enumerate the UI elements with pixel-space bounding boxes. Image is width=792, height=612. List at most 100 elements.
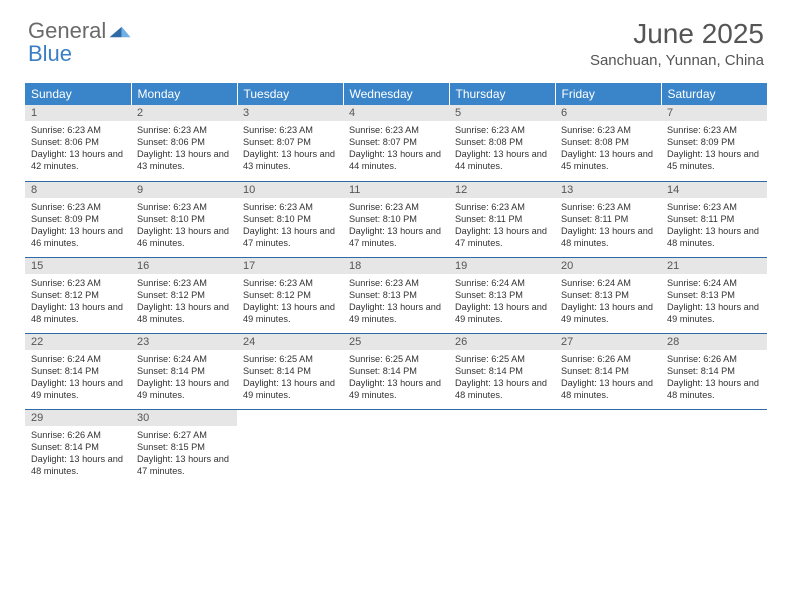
calendar-empty-cell [449, 409, 555, 485]
sunset-line: Sunset: 8:14 PM [137, 365, 231, 377]
sunset-line: Sunset: 8:12 PM [137, 289, 231, 301]
day-number: 13 [555, 182, 661, 198]
daylight-line: Daylight: 13 hours and 46 minutes. [137, 225, 231, 249]
sunset-line: Sunset: 8:06 PM [137, 136, 231, 148]
day-details: Sunrise: 6:23 AMSunset: 8:12 PMDaylight:… [237, 274, 343, 331]
day-details: Sunrise: 6:24 AMSunset: 8:14 PMDaylight:… [131, 350, 237, 407]
day-details: Sunrise: 6:23 AMSunset: 8:06 PMDaylight:… [131, 121, 237, 178]
daylight-line: Daylight: 13 hours and 48 minutes. [561, 377, 655, 401]
sunrise-line: Sunrise: 6:23 AM [137, 277, 231, 289]
calendar-cell: 10Sunrise: 6:23 AMSunset: 8:10 PMDayligh… [237, 181, 343, 257]
day-details: Sunrise: 6:23 AMSunset: 8:10 PMDaylight:… [237, 198, 343, 255]
calendar-cell: 2Sunrise: 6:23 AMSunset: 8:06 PMDaylight… [131, 105, 237, 181]
day-details: Sunrise: 6:23 AMSunset: 8:08 PMDaylight:… [555, 121, 661, 178]
daylight-line: Daylight: 13 hours and 44 minutes. [455, 148, 549, 172]
day-details: Sunrise: 6:23 AMSunset: 8:08 PMDaylight:… [449, 121, 555, 178]
brand-word-1: General [28, 18, 106, 43]
sunrise-line: Sunrise: 6:25 AM [349, 353, 443, 365]
daylight-line: Daylight: 13 hours and 46 minutes. [31, 225, 125, 249]
calendar-cell: 3Sunrise: 6:23 AMSunset: 8:07 PMDaylight… [237, 105, 343, 181]
sunrise-line: Sunrise: 6:24 AM [137, 353, 231, 365]
day-details: Sunrise: 6:23 AMSunset: 8:06 PMDaylight:… [25, 121, 131, 178]
weekday-header: Sunday [25, 83, 131, 105]
daylight-line: Daylight: 13 hours and 47 minutes. [243, 225, 337, 249]
calendar-cell: 16Sunrise: 6:23 AMSunset: 8:12 PMDayligh… [131, 257, 237, 333]
daylight-line: Daylight: 13 hours and 47 minutes. [137, 453, 231, 477]
brand-logo: GeneralBlue [28, 18, 131, 67]
daylight-line: Daylight: 13 hours and 49 minutes. [243, 377, 337, 401]
day-details: Sunrise: 6:23 AMSunset: 8:07 PMDaylight:… [237, 121, 343, 178]
daylight-line: Daylight: 13 hours and 47 minutes. [349, 225, 443, 249]
day-details: Sunrise: 6:26 AMSunset: 8:14 PMDaylight:… [25, 426, 131, 483]
sunset-line: Sunset: 8:10 PM [243, 213, 337, 225]
day-number: 7 [661, 105, 767, 121]
calendar-cell: 25Sunrise: 6:25 AMSunset: 8:14 PMDayligh… [343, 333, 449, 409]
day-details: Sunrise: 6:23 AMSunset: 8:11 PMDaylight:… [555, 198, 661, 255]
day-details: Sunrise: 6:23 AMSunset: 8:07 PMDaylight:… [343, 121, 449, 178]
sunset-line: Sunset: 8:12 PM [31, 289, 125, 301]
sunset-line: Sunset: 8:15 PM [137, 441, 231, 453]
calendar-cell: 8Sunrise: 6:23 AMSunset: 8:09 PMDaylight… [25, 181, 131, 257]
calendar-cell: 18Sunrise: 6:23 AMSunset: 8:13 PMDayligh… [343, 257, 449, 333]
sunset-line: Sunset: 8:14 PM [243, 365, 337, 377]
sunrise-line: Sunrise: 6:23 AM [137, 201, 231, 213]
calendar-empty-cell [343, 409, 449, 485]
day-number: 12 [449, 182, 555, 198]
day-details: Sunrise: 6:24 AMSunset: 8:13 PMDaylight:… [555, 274, 661, 331]
day-details: Sunrise: 6:23 AMSunset: 8:13 PMDaylight:… [343, 274, 449, 331]
calendar-cell: 15Sunrise: 6:23 AMSunset: 8:12 PMDayligh… [25, 257, 131, 333]
sunrise-line: Sunrise: 6:23 AM [349, 201, 443, 213]
day-number: 10 [237, 182, 343, 198]
sunrise-line: Sunrise: 6:23 AM [31, 277, 125, 289]
daylight-line: Daylight: 13 hours and 43 minutes. [137, 148, 231, 172]
month-title: June 2025 [590, 18, 764, 50]
calendar-cell: 21Sunrise: 6:24 AMSunset: 8:13 PMDayligh… [661, 257, 767, 333]
calendar-empty-cell [555, 409, 661, 485]
day-details: Sunrise: 6:23 AMSunset: 8:09 PMDaylight:… [661, 121, 767, 178]
weekday-header: Friday [555, 83, 661, 105]
sunset-line: Sunset: 8:14 PM [31, 441, 125, 453]
day-details: Sunrise: 6:23 AMSunset: 8:12 PMDaylight:… [25, 274, 131, 331]
sunrise-line: Sunrise: 6:27 AM [137, 429, 231, 441]
sunset-line: Sunset: 8:10 PM [349, 213, 443, 225]
sunset-line: Sunset: 8:14 PM [455, 365, 549, 377]
sunset-line: Sunset: 8:14 PM [31, 365, 125, 377]
sunrise-line: Sunrise: 6:23 AM [561, 201, 655, 213]
sunrise-line: Sunrise: 6:23 AM [31, 201, 125, 213]
calendar-cell: 12Sunrise: 6:23 AMSunset: 8:11 PMDayligh… [449, 181, 555, 257]
daylight-line: Daylight: 13 hours and 48 minutes. [31, 301, 125, 325]
daylight-line: Daylight: 13 hours and 48 minutes. [667, 225, 761, 249]
day-number: 9 [131, 182, 237, 198]
sunrise-line: Sunrise: 6:23 AM [137, 124, 231, 136]
weekday-header: Saturday [661, 83, 767, 105]
day-details: Sunrise: 6:24 AMSunset: 8:13 PMDaylight:… [449, 274, 555, 331]
calendar-cell: 28Sunrise: 6:26 AMSunset: 8:14 PMDayligh… [661, 333, 767, 409]
daylight-line: Daylight: 13 hours and 49 minutes. [561, 301, 655, 325]
calendar-cell: 24Sunrise: 6:25 AMSunset: 8:14 PMDayligh… [237, 333, 343, 409]
daylight-line: Daylight: 13 hours and 48 minutes. [667, 377, 761, 401]
day-details: Sunrise: 6:25 AMSunset: 8:14 PMDaylight:… [237, 350, 343, 407]
daylight-line: Daylight: 13 hours and 49 minutes. [137, 377, 231, 401]
day-number: 24 [237, 334, 343, 350]
sunset-line: Sunset: 8:09 PM [31, 213, 125, 225]
logo-arrow-icon [109, 19, 131, 45]
calendar-cell: 14Sunrise: 6:23 AMSunset: 8:11 PMDayligh… [661, 181, 767, 257]
day-number: 6 [555, 105, 661, 121]
day-details: Sunrise: 6:25 AMSunset: 8:14 PMDaylight:… [343, 350, 449, 407]
weekday-header: Wednesday [343, 83, 449, 105]
calendar-cell: 27Sunrise: 6:26 AMSunset: 8:14 PMDayligh… [555, 333, 661, 409]
day-number: 18 [343, 258, 449, 274]
title-block: June 2025 Sanchuan, Yunnan, China [590, 18, 764, 69]
day-details: Sunrise: 6:23 AMSunset: 8:10 PMDaylight:… [131, 198, 237, 255]
day-number: 3 [237, 105, 343, 121]
day-number: 19 [449, 258, 555, 274]
day-details: Sunrise: 6:26 AMSunset: 8:14 PMDaylight:… [555, 350, 661, 407]
daylight-line: Daylight: 13 hours and 45 minutes. [561, 148, 655, 172]
calendar-row: 1Sunrise: 6:23 AMSunset: 8:06 PMDaylight… [25, 105, 767, 181]
daylight-line: Daylight: 13 hours and 48 minutes. [31, 453, 125, 477]
day-details: Sunrise: 6:25 AMSunset: 8:14 PMDaylight:… [449, 350, 555, 407]
calendar-cell: 23Sunrise: 6:24 AMSunset: 8:14 PMDayligh… [131, 333, 237, 409]
sunrise-line: Sunrise: 6:23 AM [667, 124, 761, 136]
sunset-line: Sunset: 8:10 PM [137, 213, 231, 225]
day-details: Sunrise: 6:23 AMSunset: 8:11 PMDaylight:… [661, 198, 767, 255]
